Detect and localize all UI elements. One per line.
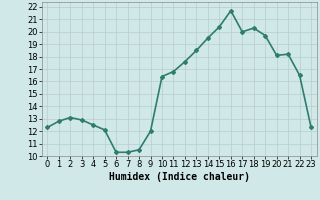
X-axis label: Humidex (Indice chaleur): Humidex (Indice chaleur) <box>109 172 250 182</box>
